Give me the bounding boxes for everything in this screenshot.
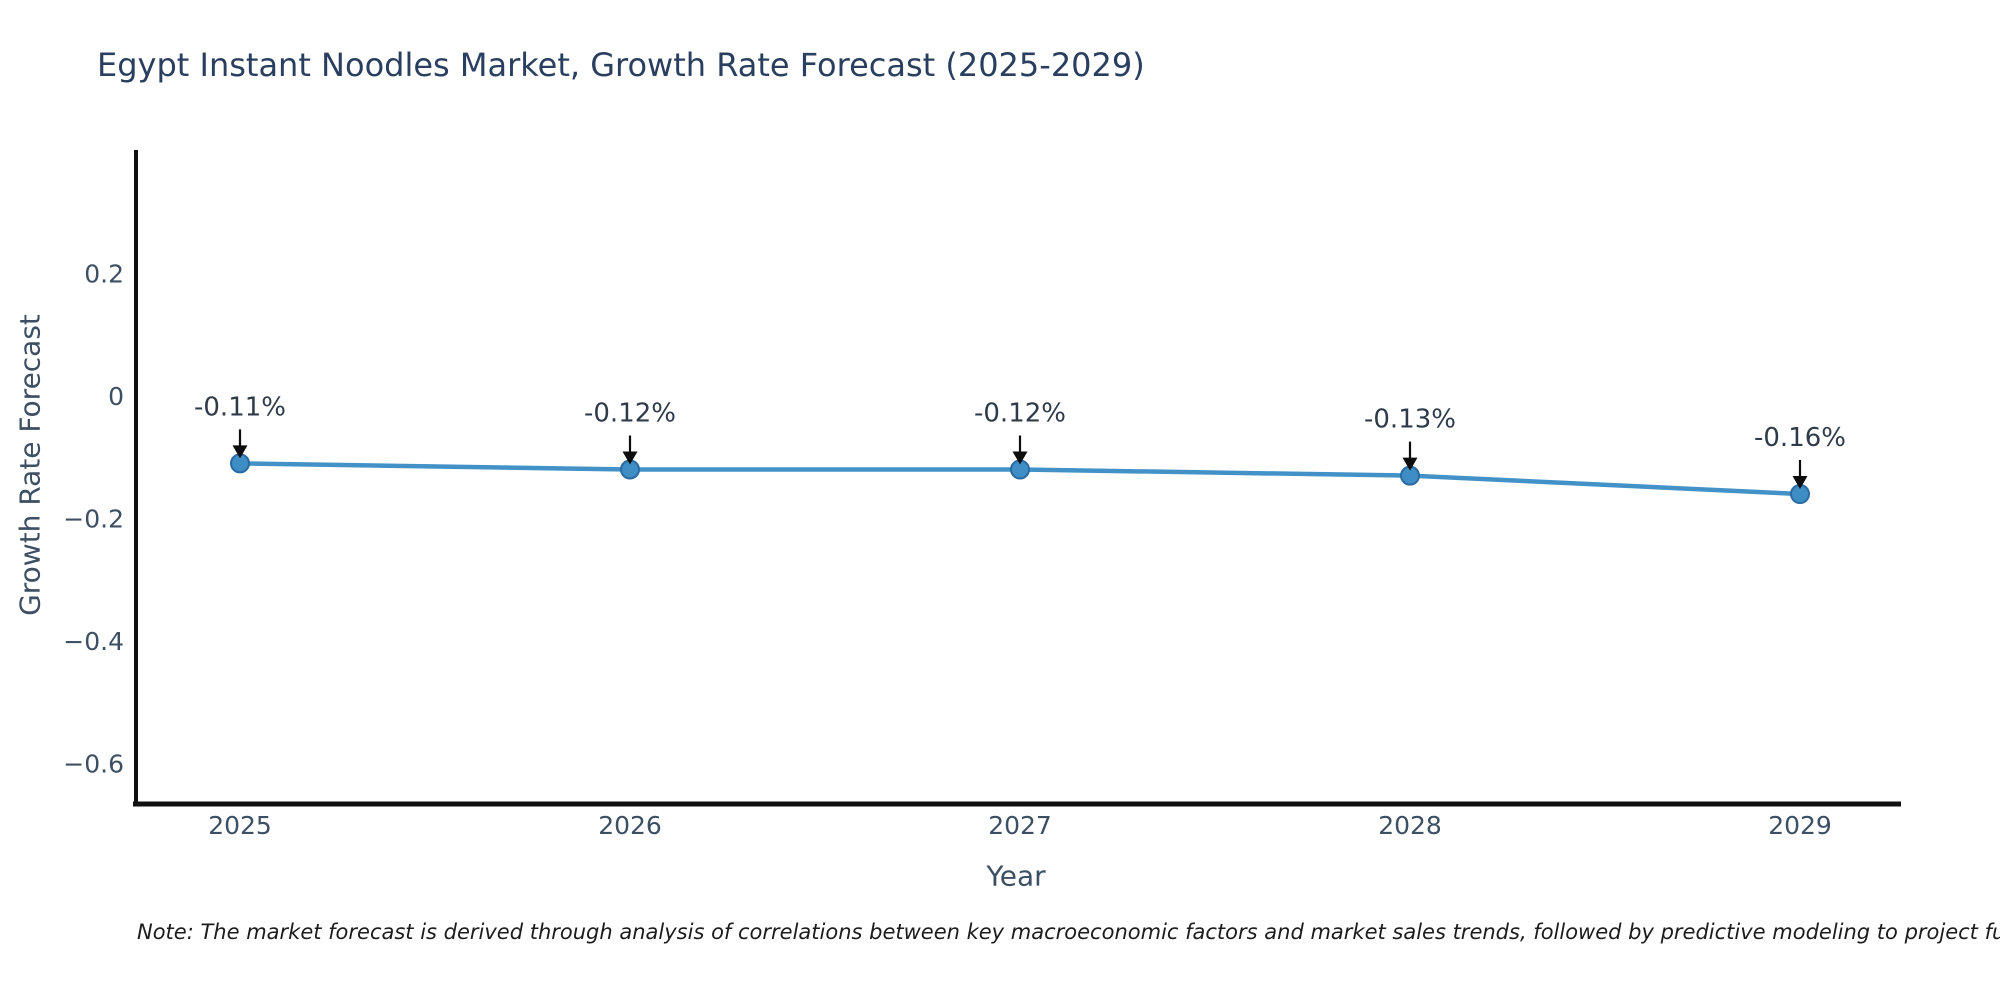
x-tick-label: 2029 [1768,811,1832,840]
chart-title: Egypt Instant Noodles Market, Growth Rat… [97,46,1145,84]
x-tick-label: 2027 [988,811,1052,840]
y-tick-label: 0.2 [84,260,124,289]
data-point-label: -0.16% [1754,423,1846,453]
annotation-arrowhead [1402,457,1418,471]
x-axis-title: Year [986,859,1046,893]
annotation-arrowhead [232,445,248,459]
footnote: Note: The market forecast is derived thr… [137,920,2000,944]
annotation-arrowhead [622,451,638,465]
annotation-arrowhead [1792,476,1808,489]
y-tick-labels: 0.2 0 −0.2 −0.4 −0.6 [63,260,124,779]
y-tick-label: −0.4 [63,627,124,656]
y-tick-label: −0.2 [63,505,124,534]
x-tick-label: 2025 [208,811,272,840]
data-point-annotations: -0.11% -0.12% -0.12% -0.13% -0.16% [194,392,1846,489]
data-point-label: -0.12% [584,399,676,429]
data-point-label: -0.11% [194,392,286,422]
data-point-label: -0.13% [1364,405,1456,435]
annotation-arrowhead [1012,451,1028,465]
x-tick-label: 2026 [598,811,662,840]
y-tick-label: −0.6 [63,750,124,779]
data-point-label: -0.12% [974,399,1066,429]
x-tick-labels: 2025 2026 2027 2028 2029 [208,811,1832,840]
y-tick-label: 0 [108,382,124,411]
x-tick-label: 2028 [1378,811,1442,840]
